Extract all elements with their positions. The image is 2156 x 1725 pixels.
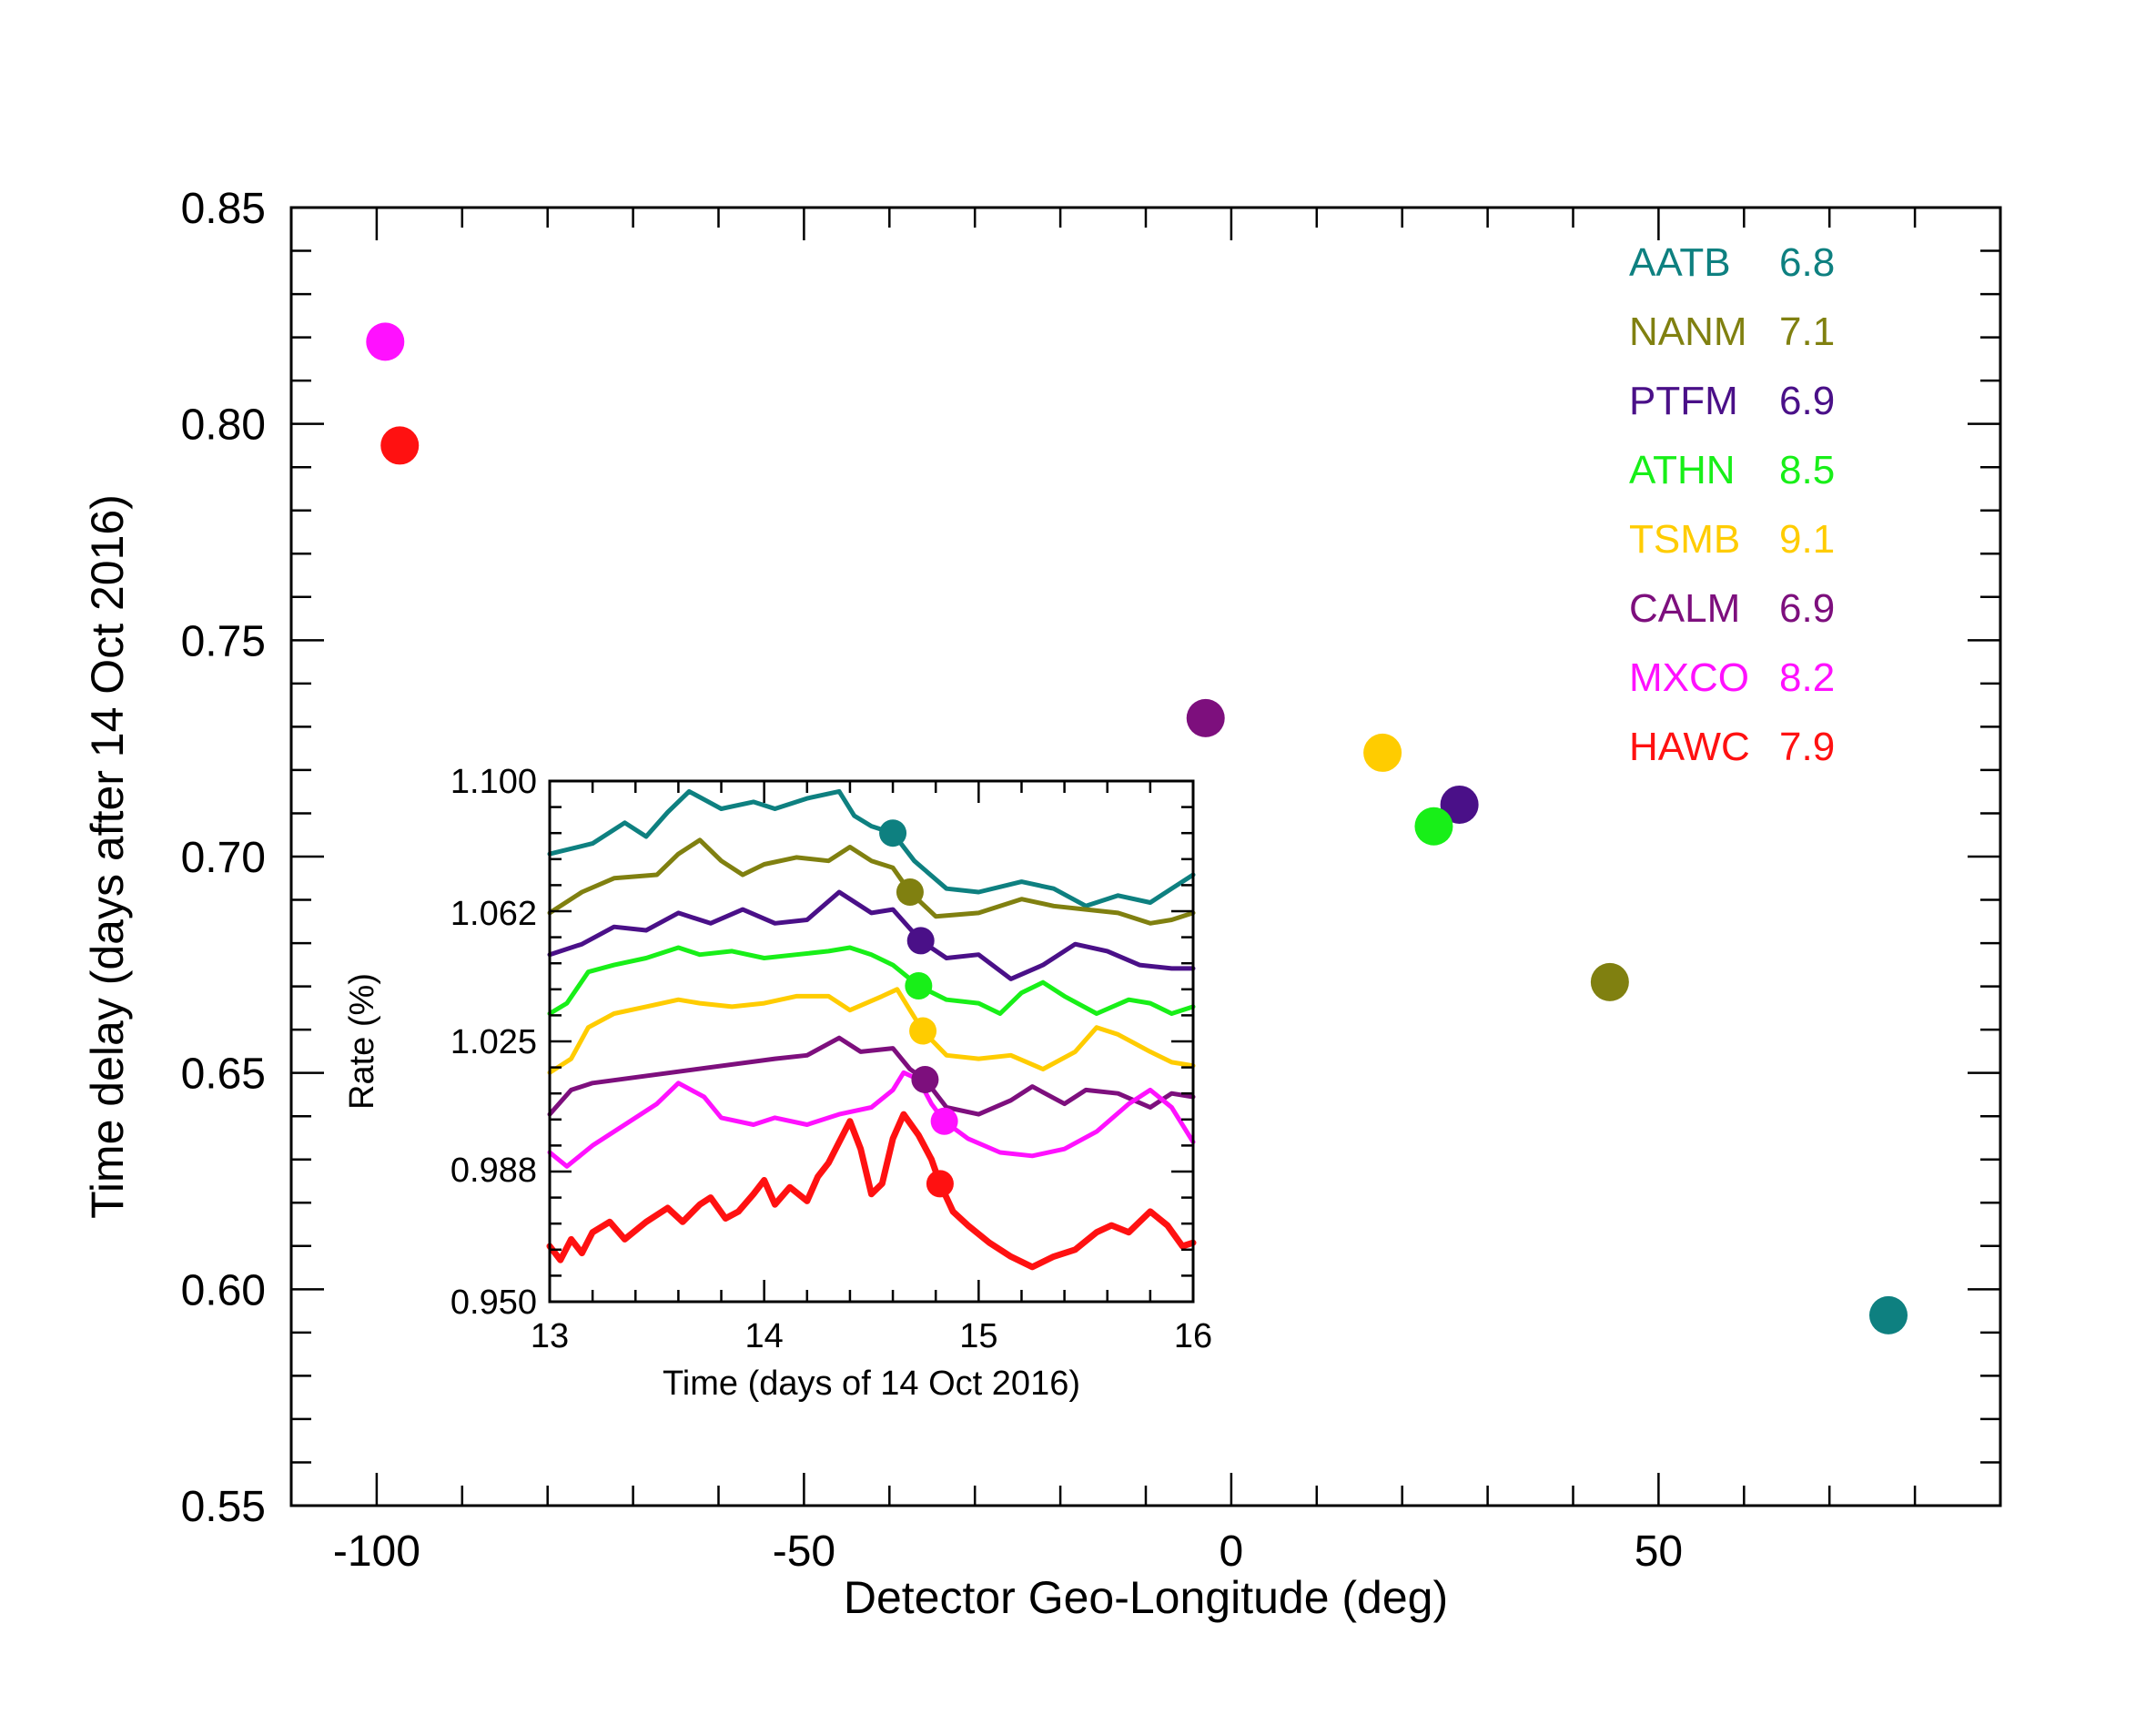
legend-entry-name: AATB	[1629, 240, 1731, 285]
inset-onset-marker-mxco	[930, 1107, 958, 1135]
legend-entry-name: CALM	[1629, 586, 1740, 631]
data-point-calm	[1186, 698, 1225, 737]
inset-y-tick-label: 1.025	[450, 1023, 537, 1061]
legend-entry-name: HAWC	[1629, 725, 1750, 769]
legend-entry-value: 7.9	[1779, 725, 1835, 769]
y-tick-label: 0.60	[181, 1266, 266, 1314]
inset-series-line-hawc	[546, 1111, 1197, 1271]
inset-series-line-ptfm	[547, 889, 1196, 981]
data-point-athn	[1414, 807, 1453, 846]
legend-entry-name: ATHN	[1629, 448, 1736, 492]
inset-x-tick-label: 14	[745, 1317, 784, 1355]
y-tick-label: 0.70	[181, 834, 266, 882]
data-point-nanm	[1590, 962, 1629, 1001]
x-tick-label: 50	[1635, 1527, 1683, 1576]
inset-y-tick-label: 1.062	[450, 895, 537, 933]
data-point-tsmb	[1363, 733, 1402, 772]
inset-series-line-tsmb	[547, 987, 1196, 1075]
y-tick-label: 0.85	[181, 185, 266, 233]
inset-series-line-calm	[547, 1035, 1196, 1117]
legend-entry-value: 8.2	[1779, 655, 1835, 700]
inset-onset-marker-hawc	[926, 1170, 954, 1198]
x-tick-label: -100	[333, 1527, 420, 1576]
inset-x-tick-label: 13	[531, 1317, 569, 1355]
inset-y-tick-label: 0.988	[450, 1152, 537, 1190]
data-point-ptfm	[1440, 785, 1479, 824]
inset-onset-marker-aatb	[879, 819, 907, 847]
inset-y-axis-label: Rate (%)	[343, 973, 381, 1110]
inset-onset-marker-tsmb	[909, 1017, 937, 1045]
legend-entry-value: 6.9	[1779, 379, 1835, 423]
inset-x-axis-label: Time (days of 14 Oct 2016)	[663, 1365, 1080, 1403]
x-axis-label: Detector Geo-Longitude (deg)	[844, 1572, 1448, 1623]
inset-y-tick-label: 1.100	[450, 763, 537, 801]
legend-entry-name: PTFM	[1629, 379, 1738, 423]
y-tick-label: 0.75	[181, 617, 266, 665]
legend-entry-value: 6.9	[1779, 586, 1835, 631]
inset-x-tick-label: 15	[959, 1317, 997, 1355]
inset-plot: 13 14 15 16 0.950 0.988 1.025 1.062 1.100 Time (d…	[343, 763, 1212, 1403]
y-tick-label: 0.55	[181, 1483, 266, 1531]
y-axis-label: Time delay (days after 14 Oct 2016)	[82, 494, 133, 1219]
data-point-aatb	[1868, 1295, 1908, 1334]
inset-onset-marker-ptfm	[906, 927, 935, 955]
y-tick-label: 0.80	[181, 401, 266, 450]
main-plot: -100 -50 0 50 0.55 0.60 0.65 0.70 0.75 0.80 0.85 De…	[82, 185, 2002, 1623]
inset-series-line-mxco	[547, 1070, 1196, 1169]
inset-series-line-aatb	[547, 788, 1196, 908]
legend-entry-value: 6.8	[1779, 240, 1835, 285]
legend-entry-name: MXCO	[1629, 655, 1749, 700]
legend-entry-name: TSMB	[1629, 517, 1740, 562]
x-tick-label: 0	[1220, 1527, 1244, 1576]
x-tick-label: -50	[773, 1527, 835, 1576]
inset-y-tick-label: 0.950	[450, 1284, 537, 1322]
data-point-hawc	[380, 426, 420, 465]
inset-onset-marker-calm	[911, 1065, 939, 1093]
inset-onset-marker-athn	[905, 971, 933, 999]
legend-entry-value: 8.5	[1779, 448, 1835, 492]
inset-series-line-nanm	[547, 837, 1196, 926]
legend-entry-value: 7.1	[1779, 309, 1835, 354]
legend-entry-value: 9.1	[1779, 517, 1835, 562]
y-tick-label: 0.65	[181, 1050, 266, 1099]
inset-series-line-athn	[547, 945, 1196, 1016]
inset-onset-marker-nanm	[896, 878, 924, 907]
data-point-mxco	[366, 322, 405, 361]
inset-x-tick-label: 16	[1174, 1317, 1212, 1355]
legend-entry-name: NANM	[1629, 309, 1747, 354]
